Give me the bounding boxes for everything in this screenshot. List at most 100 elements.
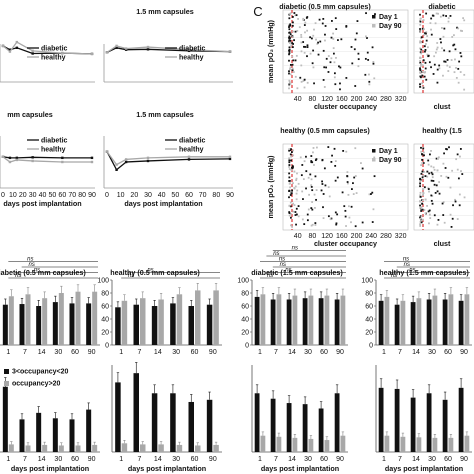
x-tick-label: 10: [9, 192, 17, 199]
x-tick-label: 50: [49, 192, 57, 199]
data-point: [314, 207, 316, 209]
data-point: [228, 50, 232, 53]
data-point: [322, 217, 325, 220]
data-point: [429, 22, 432, 24]
data-point: [295, 213, 298, 216]
data-point: [291, 69, 294, 71]
data-point: [295, 223, 297, 226]
data-point: [424, 49, 427, 51]
data-point: [334, 160, 337, 163]
data-point: [31, 159, 34, 163]
data-point: [295, 14, 298, 17]
data-point: [321, 159, 324, 162]
data-point: [315, 158, 318, 161]
data-point: [463, 19, 466, 22]
data-point: [354, 38, 357, 41]
data-point: [419, 23, 422, 26]
data-point: [437, 156, 440, 159]
x-tick-label: 280: [380, 96, 392, 103]
x-axis-label: days post implantation: [385, 464, 463, 473]
data-point: [438, 192, 441, 195]
data-point: [437, 12, 439, 15]
data-point: [295, 177, 298, 180]
data-point: [288, 35, 291, 38]
x-tick-label: 14: [154, 349, 162, 356]
data-point: [309, 36, 312, 39]
x-tick-label: 320: [395, 96, 407, 103]
data-point: [440, 175, 443, 177]
data-point: [288, 204, 291, 207]
data-point: [293, 12, 296, 14]
data-point: [443, 60, 446, 63]
x-tick-label: 14: [38, 456, 46, 463]
data-point: [463, 88, 466, 91]
data-point: [322, 17, 325, 20]
data-point: [289, 63, 292, 66]
x-tick-label: 30: [304, 456, 312, 463]
legend-label-diabetic: diabetic: [41, 46, 68, 53]
data-point: [420, 172, 423, 175]
data-point: [288, 46, 291, 49]
data-point: [288, 172, 291, 175]
data-point: [296, 87, 299, 90]
data-point: [351, 188, 353, 191]
data-point: [288, 179, 291, 182]
data-point: [436, 223, 439, 226]
data-point: [424, 198, 427, 201]
x-tick-label: 14: [154, 456, 162, 463]
data-point: [459, 29, 462, 32]
data-point: [368, 83, 371, 86]
data-point: [366, 51, 369, 54]
data-point: [320, 189, 323, 192]
data-point: [422, 193, 425, 196]
data-point: [450, 226, 453, 228]
data-point: [288, 24, 291, 27]
data-point: [61, 160, 64, 164]
bar-high-occupancy: [25, 445, 31, 452]
data-point: [356, 20, 359, 22]
significance-label: ns: [403, 257, 409, 263]
data-point: [288, 168, 291, 170]
data-point: [289, 33, 292, 36]
data-point: [368, 73, 370, 76]
data-point: [8, 50, 12, 53]
data-point: [322, 79, 325, 81]
data-point: [308, 193, 310, 196]
data-point: [327, 186, 330, 189]
bar-high-occupancy: [260, 435, 266, 452]
data-point: [315, 189, 318, 192]
data-point: [303, 51, 306, 54]
data-point: [346, 181, 349, 183]
data-point: [420, 215, 423, 218]
data-point: [430, 199, 433, 202]
data-point: [337, 39, 339, 41]
data-point: [438, 64, 441, 67]
data-point: [294, 214, 297, 216]
data-point: [146, 156, 150, 160]
data-point: [421, 158, 423, 161]
significance-label: ns: [267, 273, 273, 279]
data-point: [336, 213, 339, 216]
data-point: [446, 148, 448, 151]
data-point: [419, 28, 421, 30]
data-point: [345, 77, 348, 79]
data-point: [455, 76, 458, 79]
bar-high-occupancy: [324, 440, 330, 452]
x-tick-label: 80: [309, 96, 317, 103]
x-tick-label: 14: [38, 349, 46, 356]
data-point: [288, 214, 291, 217]
data-point: [346, 175, 349, 178]
data-point: [292, 21, 294, 24]
data-point: [288, 161, 291, 164]
x-tick-label: 90: [336, 456, 344, 463]
data-point: [312, 49, 315, 52]
bar-low-occupancy: [206, 399, 213, 452]
data-point: [419, 65, 422, 67]
series-line-diabetic: [106, 47, 231, 53]
data-point: [419, 20, 422, 23]
bar-low-occupancy: [170, 393, 176, 452]
data-point: [420, 206, 423, 209]
data-point: [302, 41, 305, 43]
data-point: [298, 26, 301, 29]
data-point: [351, 62, 354, 65]
